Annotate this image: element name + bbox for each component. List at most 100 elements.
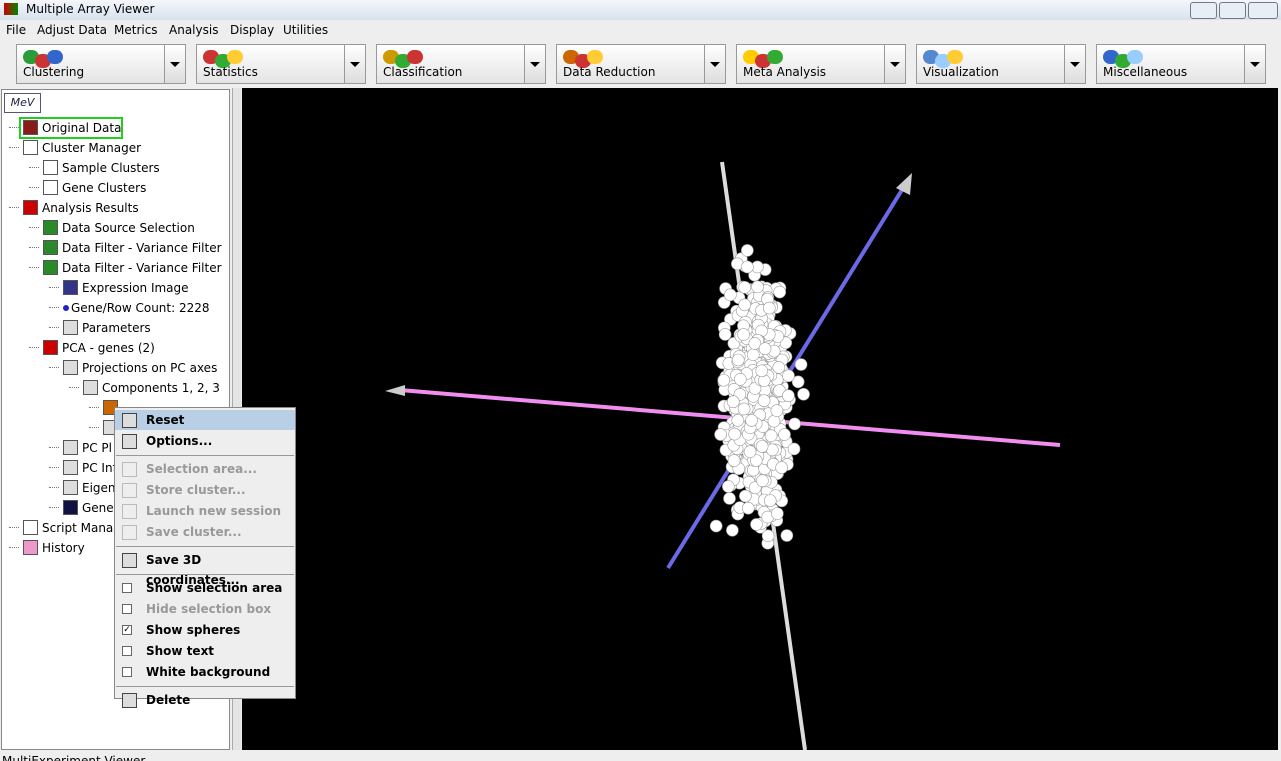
- toolbar-button[interactable]: Data Reduction: [556, 44, 726, 84]
- context-menu-item[interactable]: Reset: [115, 410, 295, 430]
- menu-icon: [122, 504, 137, 519]
- tree-connector: [29, 187, 39, 188]
- tree-connector: [49, 507, 59, 508]
- sphere: [748, 382, 762, 395]
- tree-icon: [63, 305, 69, 311]
- tree-node[interactable]: Gene/Row Count: 2228: [2, 299, 229, 317]
- context-menu-item[interactable]: ✓ Show spheres: [115, 620, 295, 640]
- mev-logo: MeV: [4, 93, 41, 113]
- sphere: [770, 404, 784, 418]
- context-menu-item[interactable]: White background: [115, 662, 295, 682]
- toolbar-button[interactable]: Meta Analysis: [736, 44, 906, 84]
- sphere: [762, 301, 776, 315]
- sphere: [738, 298, 752, 312]
- menu-icon: [122, 483, 137, 498]
- tree-icon: [23, 200, 38, 215]
- toolbar-button[interactable]: Clustering: [16, 44, 186, 84]
- toolbar-dropdown[interactable]: [704, 45, 725, 83]
- tree-node[interactable]: Data Filter - Variance Filter: [2, 259, 229, 277]
- tree-node[interactable]: Analysis Results: [2, 199, 229, 217]
- menu-item[interactable]: File: [6, 23, 27, 37]
- menu-separator: [116, 455, 294, 456]
- tree-label: Data Filter - Variance Filter: [62, 261, 222, 275]
- tree-icon: [43, 180, 58, 195]
- menu-label: Show text: [146, 644, 215, 658]
- tree-node[interactable]: Gener: [2, 499, 229, 517]
- close-button[interactable]: [1248, 2, 1278, 19]
- checkbox: [122, 604, 132, 614]
- toolbar-button[interactable]: Classification: [376, 44, 546, 84]
- sphere: [722, 480, 735, 493]
- tree-connector: [49, 367, 59, 368]
- tree-icon: [23, 520, 38, 535]
- menu-item[interactable]: Metrics: [114, 23, 158, 37]
- menu-separator: [116, 546, 294, 547]
- checkbox[interactable]: [122, 646, 132, 656]
- tree-node[interactable]: Components 1, 2, 3: [2, 379, 229, 397]
- menu-item[interactable]: Utilities: [283, 23, 329, 37]
- checkbox[interactable]: [122, 667, 132, 677]
- sphere: [731, 414, 745, 427]
- tree-node[interactable]: Cluster Manager: [2, 139, 229, 157]
- menu-item[interactable]: Display: [230, 23, 275, 37]
- toolbar-dropdown[interactable]: [344, 45, 365, 83]
- checkbox[interactable]: ✓: [122, 625, 132, 635]
- tree-label: Cluster Manager: [42, 141, 142, 155]
- tree-label: Original Data: [18, 117, 124, 139]
- toolbar-dropdown[interactable]: [884, 45, 905, 83]
- checkbox[interactable]: [122, 583, 132, 593]
- menu-item[interactable]: Analysis: [169, 23, 219, 37]
- context-menu-item[interactable]: Save 3D coordinates...: [115, 550, 295, 587]
- tree-node[interactable]: PC Inf: [2, 459, 229, 477]
- sphere: [758, 342, 772, 356]
- menu-icon: [122, 462, 137, 477]
- toolbar-button[interactable]: Visualization: [916, 44, 1086, 84]
- tree-icon: [23, 120, 38, 135]
- menu-icon: [122, 525, 137, 540]
- tree-node[interactable]: Projections on PC axes: [2, 359, 229, 377]
- tree-node[interactable]: Data Filter - Variance Filter: [2, 239, 229, 257]
- tree-node[interactable]: History: [2, 539, 229, 557]
- sphere: [714, 428, 727, 441]
- toolbar-dropdown[interactable]: [524, 45, 545, 83]
- context-menu-item[interactable]: Show selection area: [115, 578, 295, 598]
- tree-node[interactable]: PCA - genes (2): [2, 339, 229, 357]
- tree-label: Expression Image: [82, 281, 189, 295]
- toolbar-dropdown[interactable]: [164, 45, 185, 83]
- tree-node[interactable]: Sample Clusters: [2, 159, 229, 177]
- tree-node[interactable]: Data Source Selection: [2, 219, 229, 237]
- toolbar-button[interactable]: Miscellaneous: [1096, 44, 1266, 84]
- toolbar-button[interactable]: Statistics: [196, 44, 366, 84]
- context-menu-item[interactable]: Show text: [115, 641, 295, 661]
- 3d-viewer[interactable]: [242, 88, 1278, 750]
- context-menu-item[interactable]: Delete: [115, 690, 295, 710]
- tree-label: Parameters: [82, 321, 151, 335]
- maximize-button[interactable]: [1219, 2, 1246, 19]
- toolbar-dropdown[interactable]: [1064, 45, 1085, 83]
- tree-node[interactable]: Parameters: [2, 319, 229, 337]
- tree-node[interactable]: PC Pl: [2, 439, 229, 457]
- minimize-button[interactable]: [1190, 2, 1217, 19]
- sphere: [782, 369, 795, 383]
- tree-connector: [89, 427, 99, 428]
- context-menu-item[interactable]: Options...: [115, 431, 295, 451]
- toolbar-icon: [587, 50, 603, 64]
- tree-icon: [83, 380, 98, 395]
- sphere: [741, 244, 754, 257]
- tree-node[interactable]: Eigen: [2, 479, 229, 497]
- toolbar-label: Data Reduction: [563, 65, 656, 79]
- sphere: [734, 373, 747, 386]
- tree-label: Analysis Results: [42, 201, 139, 215]
- toolbar-dropdown[interactable]: [1244, 45, 1265, 83]
- tree-connector: [69, 387, 79, 388]
- tree-node[interactable]: Expression Image: [2, 279, 229, 297]
- sphere: [746, 348, 760, 361]
- tree-node[interactable]: Script Manag: [2, 519, 229, 537]
- tree-label: Gene/Row Count: 2228: [71, 301, 210, 315]
- tree-node[interactable]: Original Data: [2, 117, 229, 139]
- menu-label: Save cluster...: [146, 525, 242, 539]
- menu-label: Reset: [146, 413, 185, 427]
- tree-connector: [9, 147, 19, 148]
- tree-node[interactable]: Gene Clusters: [2, 179, 229, 197]
- menu-item[interactable]: Adjust Data: [37, 23, 107, 37]
